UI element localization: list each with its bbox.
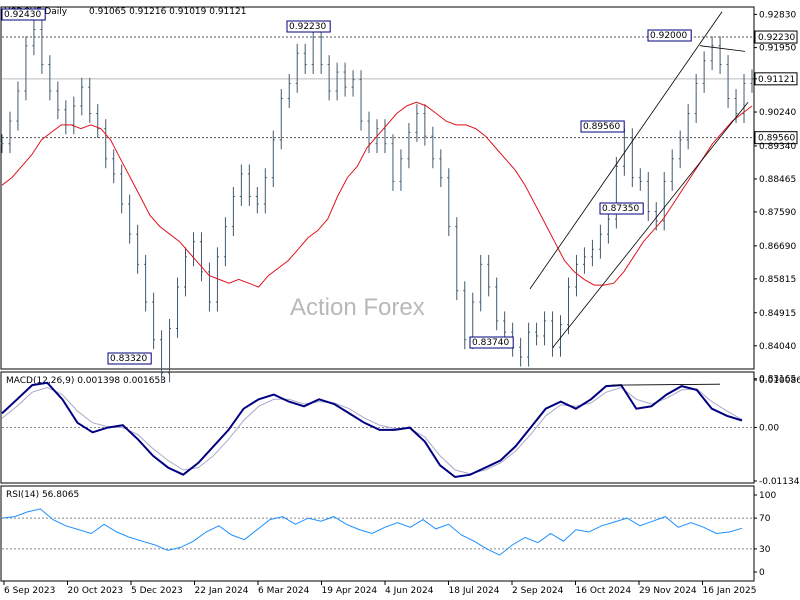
annotation-box	[580, 120, 625, 133]
x-tick-label: 16 Oct 2024	[576, 586, 632, 596]
moving-average-line	[1, 101, 753, 288]
x-tick-label: 6 Sep 2023	[4, 586, 55, 596]
top-trendline	[699, 45, 746, 52]
annotation-box	[1, 8, 46, 21]
macd-y-tick-label: -0.011342	[759, 477, 800, 487]
rsi-layer	[1, 508, 752, 556]
annotation-box	[286, 20, 331, 33]
annotation-label: 0.92000	[650, 31, 687, 41]
x-tick-label: 2 Sep 2024	[512, 586, 564, 596]
annotation-label: 0.83740	[472, 338, 509, 348]
annotation-box	[599, 202, 644, 215]
macd-y-tick-label: 0.010086	[759, 376, 800, 386]
price-layer: 0.92430 0.92230 0.83320 0.83740 0.89560 0.873…	[0, 8, 754, 383]
y-tick-label: 0.83165	[759, 375, 796, 385]
watermark: Action Forex	[290, 294, 425, 321]
rsi-y-tick-label: 30	[759, 545, 771, 555]
y-tick-label: 0.84040	[759, 342, 796, 352]
y-tick-label: 0.86690	[759, 242, 796, 252]
rsi-y-tick-label: 100	[759, 491, 776, 501]
rsi-y-tick-label: 70	[759, 514, 771, 524]
annotation-box	[469, 336, 514, 349]
x-tick-label: 19 Apr 2024	[322, 586, 378, 596]
macd-layer	[1, 381, 752, 479]
y-tick-label: 0.90240	[759, 108, 796, 118]
x-tick-label: 4 Jun 2024	[385, 586, 434, 596]
price-axis-marker	[754, 131, 798, 145]
y-tick-label: 0.88465	[759, 175, 796, 185]
annotation-label: 0.89560	[583, 122, 620, 132]
y-tick-label: 0.92830	[759, 10, 796, 20]
header-ohlc: 0.91065 0.91216 0.91019 0.91121	[89, 7, 246, 17]
annotation-box	[107, 352, 152, 365]
channel-lower-line	[552, 101, 749, 348]
rsi-y-tick-label: 0	[759, 568, 765, 578]
annotation-label: 0.83320	[110, 354, 147, 364]
macd-y-tick-label: 0.00	[759, 424, 779, 434]
rsi-panel	[0, 485, 755, 582]
price-axis-marker-label: 0.92230	[758, 33, 795, 43]
x-tick-label: 6 Mar 2024	[258, 586, 310, 596]
channel-upper-line	[529, 11, 723, 290]
y-tick-label: 0.85815	[759, 275, 796, 285]
price-axis-marker-label: 0.89560	[758, 134, 795, 144]
annotation-label: 0.87350	[602, 204, 639, 214]
price-panel	[0, 6, 755, 370]
x-tick-label: 18 Jul 2024	[449, 586, 500, 596]
x-tick-label: 20 Oct 2023	[68, 586, 124, 596]
x-tick-label: 16 Jan 2025	[703, 586, 757, 596]
x-tick-label: 5 Dec 2023	[131, 586, 183, 596]
rsi-title: RSI(14) 56.8065	[6, 490, 79, 500]
axis-layer: 0.92230 0.91121 0.89560 0.92830 0.91950 0.902…	[3, 10, 800, 596]
price-axis-marker-label: 0.91121	[758, 75, 795, 85]
y-tick-label: 0.91950	[759, 44, 796, 54]
y-tick-label: 0.87590	[759, 208, 796, 218]
price-axis-marker	[754, 30, 798, 44]
annotation-label: 0.92230	[289, 22, 326, 32]
x-tick-label: 29 Nov 2024	[639, 586, 697, 596]
rsi-line	[1, 508, 743, 556]
macd-trendline	[611, 383, 721, 386]
annotation-label: 0.92430	[4, 10, 41, 20]
y-tick-label: 0.84915	[759, 309, 796, 319]
x-tick-label: 22 Jan 2024	[195, 586, 249, 596]
y-tick-label: 0.89340	[759, 142, 796, 152]
macd-title: MACD(12,26,9) 0.001398 0.001653	[6, 376, 166, 386]
annotation-box	[647, 29, 692, 42]
